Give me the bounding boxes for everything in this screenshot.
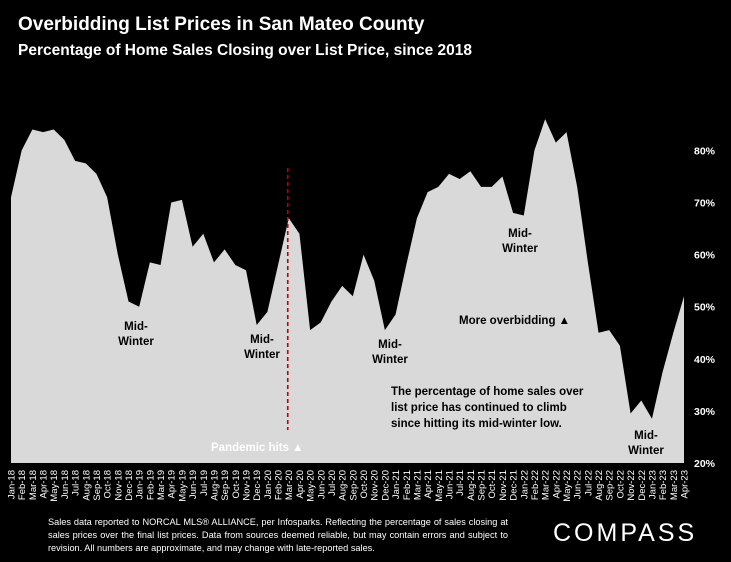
y-tick-label: 70% (694, 198, 716, 210)
x-tick-label: Feb-22 (530, 470, 541, 500)
label-spring-2019: Spring 2019 (160, 172, 196, 199)
x-tick-label: Mar-20 (284, 470, 295, 500)
x-tick-label: Sep-22 (605, 470, 616, 501)
x-tick-label: May-19 (177, 470, 188, 502)
x-tick-label: May-20 (306, 470, 317, 502)
x-tick-label: Oct-18 (103, 470, 114, 499)
compass-logo: COMPASS (553, 519, 698, 547)
label-midwinter-2021: Mid-Winter (502, 228, 538, 255)
x-tick-label: Sep-21 (477, 470, 488, 501)
x-tick-label: Oct-20 (359, 470, 370, 499)
x-tick-label: Feb-19 (145, 470, 156, 500)
x-tick-label: Mar-18 (28, 470, 39, 500)
x-tick-label: Apr-20 (295, 470, 306, 499)
x-tick-label: Nov-19 (242, 470, 253, 501)
x-tick-label: Jan-18 (7, 470, 18, 499)
y-tick-label: 60% (694, 250, 716, 262)
x-tick-label: Apr-18 (39, 470, 50, 499)
x-tick-label: Jun-18 (60, 470, 71, 499)
label-spring-2022: Spring 2022 (536, 92, 572, 119)
x-tick-label: May-18 (49, 470, 60, 502)
label-pandemic-hits: Pandemic hits ▲ (211, 442, 304, 454)
x-tick-label: May-21 (434, 470, 445, 502)
x-tick-label: Aug-18 (81, 470, 92, 501)
x-tick-label: Jan-21 (391, 470, 402, 499)
y-tick-label: 40% (694, 354, 716, 366)
footnote: Sales data reported to NORCAL MLS® ALLIA… (48, 517, 508, 553)
chart-subtitle: Percentage of Home Sales Closing over Li… (18, 42, 472, 59)
label-more-overbidding: More overbidding ▲ (459, 315, 570, 327)
x-tick-label: Jul-18 (71, 470, 82, 496)
x-tick-label: Mar-23 (669, 470, 680, 500)
x-tick-label: Jun-20 (316, 470, 327, 499)
x-tick-label: Apr-23 (680, 470, 691, 499)
x-tick-label: Oct-19 (231, 470, 242, 499)
x-tick-label: Aug-22 (594, 470, 605, 501)
label-spring-2021: Spring 2021 (417, 148, 453, 175)
x-tick-label: Mar-21 (412, 470, 423, 500)
x-tick-label: Apr-22 (551, 470, 562, 499)
x-tick-label: Jun-22 (573, 470, 584, 499)
x-tick-label: Sep-19 (220, 470, 231, 501)
y-tick-label: 30% (694, 406, 716, 418)
x-tick-label: May-22 (562, 470, 573, 502)
note-climb: The percentage of home sales over list pr… (391, 386, 584, 430)
x-tick-label: Jun-21 (444, 470, 455, 499)
label-midwinter-2019: Mid-Winter (244, 334, 280, 361)
label-midwinter-2022: Mid-Winter (628, 430, 664, 457)
x-tick-label: Jan-19 (135, 470, 146, 499)
x-tick-label: Mar-22 (541, 470, 552, 500)
x-tick-label: Nov-20 (370, 470, 381, 501)
x-tick-label: Dec-19 (252, 470, 263, 501)
x-tick-label: Dec-18 (124, 470, 135, 501)
x-tick-label: Dec-20 (380, 470, 391, 501)
x-tick-label: Jul-22 (583, 470, 594, 496)
x-tick-label: Feb-20 (274, 470, 285, 500)
x-tick-label: Jan-23 (647, 470, 658, 499)
x-tick-label: Aug-20 (338, 470, 349, 501)
x-tick-label: Oct-22 (615, 470, 626, 499)
y-tick-label: 80% (694, 145, 716, 157)
x-tick-label: Jan-22 (519, 470, 530, 499)
label-midwinter-2018: Mid-Winter (118, 321, 154, 348)
x-tick-label: Jul-19 (199, 470, 210, 496)
x-tick-label: Feb-18 (17, 470, 28, 500)
label-spring-2018: Spring 2018 (30, 100, 66, 127)
x-tick-label: Jul-21 (455, 470, 466, 496)
chart-title: Overbidding List Prices in San Mateo Cou… (18, 14, 425, 35)
x-tick-label: Aug-21 (466, 470, 477, 501)
x-tick-label: Dec-22 (637, 470, 648, 501)
x-tick-label: Nov-21 (498, 470, 509, 501)
x-tick-label: Dec-21 (509, 470, 520, 501)
x-tick-label: Nov-22 (626, 470, 637, 501)
x-tick-label: Nov-18 (113, 470, 124, 501)
x-tick-label: Feb-23 (658, 470, 669, 500)
x-tick-label: Apr-19 (167, 470, 178, 499)
x-tick-label: Jan-20 (263, 470, 274, 499)
area-fill (11, 119, 684, 463)
x-tick-label: Feb-21 (402, 470, 413, 500)
x-tick-label: Oct-21 (487, 470, 498, 499)
x-tick-label: Mar-19 (156, 470, 167, 500)
note-seasonal: Sales in 1 month mostly reflect market dy… (224, 91, 434, 135)
x-tick-label: Apr-21 (423, 470, 434, 499)
label-midwinter-2020: Mid-Winter (372, 339, 408, 366)
x-tick-label: Sep-18 (92, 470, 103, 501)
x-tick-label: Aug-19 (209, 470, 220, 501)
label-fall-2020: Fall 2020 (351, 227, 377, 254)
x-tick-label: Jul-20 (327, 470, 338, 496)
y-tick-label: 50% (694, 302, 716, 314)
x-tick-label: Sep-20 (348, 470, 359, 501)
x-tick-label: Jun-19 (188, 470, 199, 499)
y-tick-label: 20% (694, 458, 716, 470)
